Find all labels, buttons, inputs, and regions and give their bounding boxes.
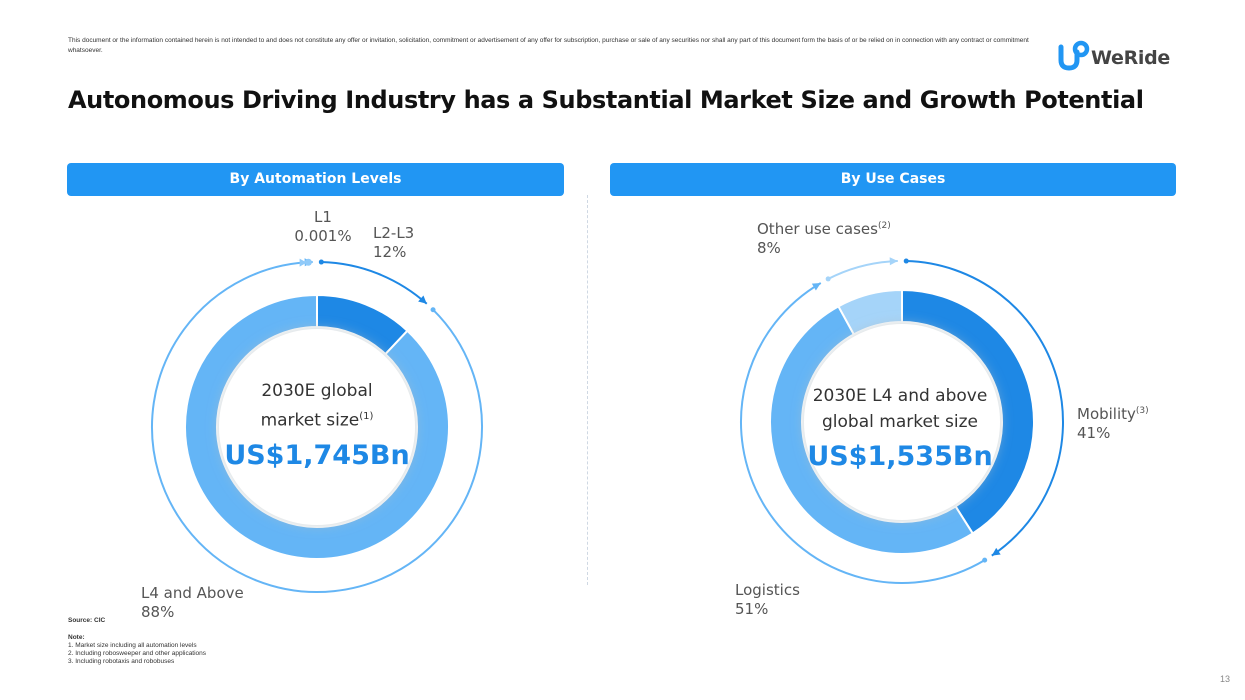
center-label-automation: 2030E global market size(1) US$1,745Bn	[222, 378, 412, 471]
slice-name-other-text: Other use cases	[757, 220, 878, 238]
panel-header-use-cases: By Use Cases	[610, 163, 1176, 196]
slice-name-mobility-sup: (3)	[1135, 406, 1149, 416]
ring-arc-l4-and-above	[151, 261, 483, 593]
center2-line2: global market size	[822, 412, 978, 432]
ring-arc-logistics	[739, 282, 986, 584]
ring-dot-l4-and-above	[430, 307, 436, 313]
ring-dot-other-use-cases	[825, 276, 831, 282]
note-item: 3. Including robotaxis and robobuses	[68, 658, 175, 665]
ring-arc-mobility	[906, 260, 1064, 557]
slice-name-other-sup: (2)	[877, 221, 891, 231]
slice-value-logistics: 51%	[735, 600, 769, 618]
slice-value-other: 8%	[757, 239, 781, 257]
donut-slice-l4-and-above	[184, 293, 450, 560]
donut-slice-logistics	[768, 304, 975, 556]
ring-arc-l2-l3	[321, 261, 428, 305]
ring-dot-l2-l3	[318, 259, 324, 265]
ring-dot-mobility	[903, 258, 909, 264]
slice-value-mobility: 41%	[1077, 424, 1111, 442]
slice-name-other: Other use cases(2)	[757, 217, 891, 239]
page-title: Autonomous Driving Industry has a Substa…	[68, 86, 1144, 114]
slice-name-l4-above: L4 and Above	[141, 584, 244, 602]
ring-arrow-logistics	[811, 282, 821, 291]
notes-block: Note: 1. Market size including all autom…	[68, 634, 206, 666]
notes-heading: Note:	[68, 634, 85, 641]
center-line1: 2030E global	[261, 381, 373, 401]
slice-value-l2-l3: 12%	[373, 243, 407, 261]
ring-arrow-l2-l3	[418, 295, 427, 304]
slice-name-mobility: Mobility(3)	[1077, 402, 1149, 424]
slice-label-mobility: Mobility(3) 41%	[1077, 402, 1149, 443]
slice-value-l1: 0.001%	[294, 227, 352, 245]
ring-arrow-other-use-cases	[889, 257, 898, 266]
center-value-use-cases: US$1,535Bn	[807, 441, 993, 472]
note-item: 2. Including robosweeper and other appli…	[68, 650, 207, 657]
ring-marker-l1	[304, 258, 312, 266]
slice-label-l1: L1 0.001%	[294, 208, 352, 246]
ring-arrow-mobility	[991, 547, 1001, 556]
donut-center-1	[804, 324, 1000, 520]
ring-dot-logistics	[982, 557, 988, 563]
center-line2-sup: (1)	[359, 411, 374, 422]
center2-line1: 2030E L4 and above	[812, 386, 988, 406]
donut-slice-other-use-cases	[837, 288, 903, 336]
panel-divider	[587, 195, 588, 585]
slice-label-logistics: Logistics 51%	[735, 581, 800, 619]
logo-text: WeRide	[1091, 47, 1170, 69]
center-label-use-cases: 2030E L4 and above global market size US…	[795, 383, 1005, 472]
weride-logo-icon	[1058, 40, 1090, 71]
center-line2-text: market size	[260, 410, 360, 431]
ring-arrow-l1	[299, 258, 307, 267]
center-line2: market size(1)	[222, 404, 412, 434]
page-number: 13	[1220, 674, 1231, 684]
slice-label-other: Other use cases(2) 8%	[757, 217, 891, 258]
ring-arc-other-use-cases	[827, 260, 898, 280]
slice-label-l4-above: L4 and Above 88%	[141, 584, 244, 622]
slice-name-logistics: Logistics	[735, 581, 800, 599]
slice-name-l1: L1	[314, 208, 332, 226]
center-value-automation: US$1,745Bn	[224, 439, 410, 471]
slice-label-l2-l3: L2-L3 12%	[373, 224, 414, 262]
donut-slice-mobility	[901, 288, 1035, 535]
source-text: Source: CIC	[68, 617, 106, 624]
weride-logo	[1058, 40, 1090, 71]
note-item: 1. Market size including all automation …	[68, 642, 197, 649]
slice-name-l2-l3: L2-L3	[373, 224, 415, 242]
slice-name-mobility-text: Mobility	[1077, 405, 1136, 423]
slice-value-l4-above: 88%	[141, 603, 175, 621]
disclaimer-text: This document or the information contain…	[68, 37, 1029, 54]
donut-center-0	[219, 329, 415, 525]
panel-header-automation-levels: By Automation Levels	[67, 163, 564, 196]
